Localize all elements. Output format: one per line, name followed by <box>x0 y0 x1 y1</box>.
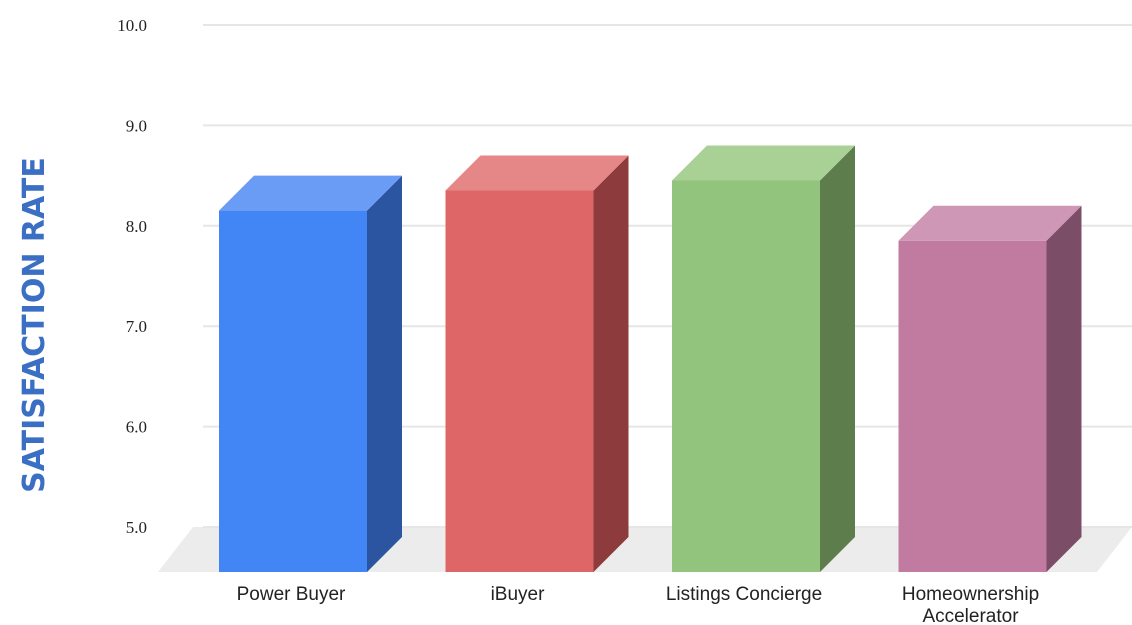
x-category-label: iBuyer <box>491 584 546 605</box>
y-axis-label: SATISFACTION RATE <box>17 157 52 493</box>
bar-front <box>445 190 594 572</box>
y-tick-label: 10.0 <box>117 16 147 35</box>
y-tick-label: 6.0 <box>126 418 147 437</box>
y-tick-label: 8.0 <box>126 217 147 236</box>
bar-side <box>367 175 402 572</box>
bars <box>219 145 1082 573</box>
bar <box>672 145 855 573</box>
bar-top <box>445 155 629 191</box>
y-tick-label: 7.0 <box>126 317 147 336</box>
bar <box>445 155 629 572</box>
chart-floor <box>158 527 1132 572</box>
x-category-label: Homeownership <box>902 584 1039 605</box>
y-tick-label: 5.0 <box>126 518 147 537</box>
y-axis-ticks: 5.0 6.0 7.0 8.0 9.0 10.0 <box>117 16 147 537</box>
bar-front <box>672 180 820 573</box>
bar <box>898 205 1082 572</box>
x-category-label: Power Buyer <box>237 584 346 605</box>
y-tick-label: 9.0 <box>126 116 147 135</box>
bar-side <box>820 145 855 573</box>
x-axis-labels: Power Buyer iBuyer Listings Concierge Homeo… <box>237 584 1040 625</box>
x-category-label: Accelerator <box>922 606 1019 625</box>
bar-side <box>1046 205 1082 572</box>
bar <box>219 175 402 572</box>
bar-top <box>672 145 855 181</box>
bar-side <box>593 155 629 572</box>
bar-top <box>219 175 402 211</box>
bar-front <box>898 240 1047 572</box>
bar-front <box>219 210 367 572</box>
bar-top <box>898 205 1082 241</box>
x-category-label: Listings Concierge <box>666 584 822 605</box>
